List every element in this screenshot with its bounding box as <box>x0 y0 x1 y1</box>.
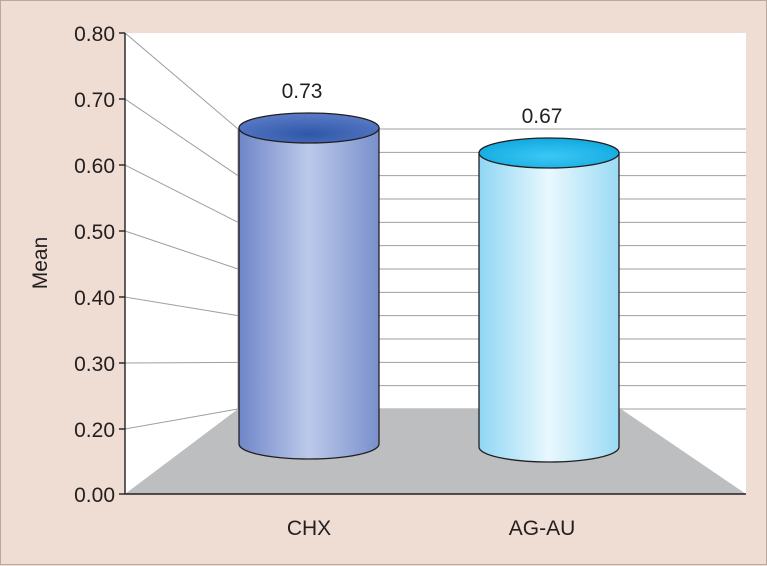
category-labels: CHX AG-AU <box>287 517 575 540</box>
y-axis-title: Mean <box>29 237 52 290</box>
bar-body <box>478 152 620 463</box>
y-tick-label: 0.80 <box>74 23 115 46</box>
bar-ag-au: 0.67 <box>478 105 620 463</box>
y-tick-label: 0.00 <box>74 484 115 507</box>
bars: 0.73 0.67 <box>238 80 620 463</box>
side-wall-line <box>124 296 239 317</box>
y-tick-label: 0.20 <box>74 419 115 442</box>
bar-top <box>478 137 620 169</box>
bar-top <box>238 112 380 144</box>
data-label: 0.73 <box>282 80 323 103</box>
x-category-label: AG-AU <box>509 517 576 540</box>
y-tick-label: 0.60 <box>74 155 115 178</box>
y-tick-label: 0.70 <box>74 89 115 112</box>
bar-chx: 0.73 <box>238 80 380 460</box>
side-wall-line <box>124 98 239 177</box>
y-tick-label: 0.40 <box>74 287 115 310</box>
side-wall-line <box>124 164 239 223</box>
y-tick-label: 0.50 <box>74 221 115 244</box>
x-category-label: CHX <box>287 517 331 540</box>
side-wall-line <box>124 408 239 430</box>
side-wall-line <box>124 32 239 130</box>
side-wall-line <box>124 361 239 364</box>
side-wall-line <box>124 230 239 270</box>
y-tick-label: 0.30 <box>74 353 115 376</box>
bar-body <box>238 127 380 460</box>
data-label: 0.67 <box>522 105 563 128</box>
y-axis-ticks: 0.00 0.20 0.30 0.40 0.50 0.60 0.70 0.80 <box>74 23 125 507</box>
